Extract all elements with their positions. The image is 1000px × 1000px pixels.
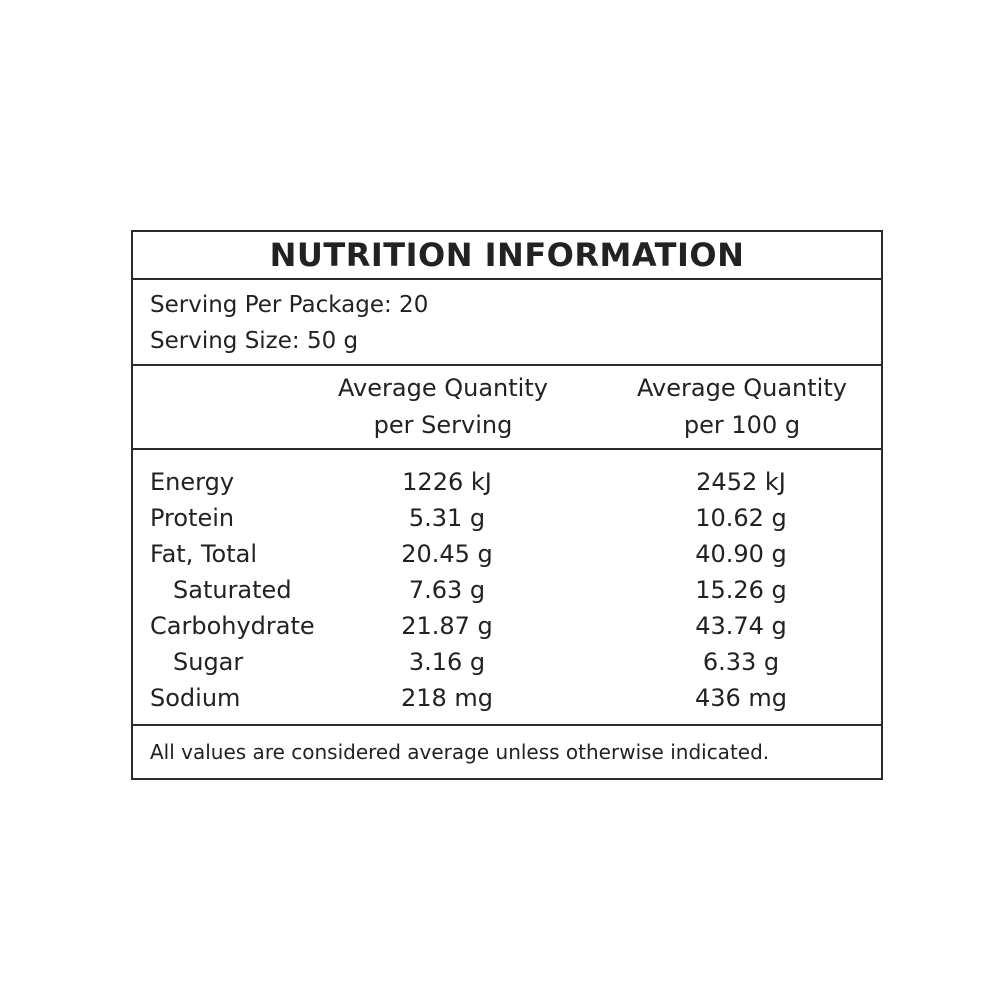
nutrient-table: Energy 1226 kJ 2452 kJ Protein 5.31 g 10… bbox=[133, 450, 881, 726]
per-serving-value: 3.16 g bbox=[408, 648, 486, 676]
nutrient-name: Fat, Total bbox=[150, 540, 258, 568]
panel-title: NUTRITION INFORMATION bbox=[269, 236, 745, 274]
nutrition-information-panel: NUTRITION INFORMATION Serving Per Packag… bbox=[131, 230, 883, 780]
column-header-line: Average Quantity bbox=[338, 374, 548, 402]
nutrient-name: Carbohydrate bbox=[150, 612, 315, 640]
per-serving-value: 218 mg bbox=[400, 684, 494, 712]
nutrient-name: Energy bbox=[150, 468, 235, 496]
column-header-line: per 100 g bbox=[683, 411, 801, 439]
table-row: Energy 1226 kJ 2452 kJ bbox=[133, 464, 881, 500]
per-serving-value: 5.31 g bbox=[408, 504, 486, 532]
serving-info: Serving Per Package: 20 Serving Size: 50… bbox=[133, 280, 881, 366]
column-header-per-serving: Average Quantity per Serving bbox=[308, 370, 578, 444]
table-row: Protein 5.31 g 10.62 g bbox=[133, 500, 881, 536]
per-100g-value: 2452 kJ bbox=[696, 468, 786, 496]
column-header-line: per Serving bbox=[373, 411, 513, 439]
table-row: Saturated 7.63 g 15.26 g bbox=[133, 572, 881, 608]
serving-size: Serving Size: 50 g bbox=[150, 328, 359, 354]
nutrient-name: Sugar bbox=[173, 648, 244, 676]
per-100g-value: 6.33 g bbox=[702, 648, 780, 676]
nutrient-name: Sodium bbox=[150, 684, 241, 712]
column-header-line: Average Quantity bbox=[637, 374, 847, 402]
nutrient-name: Saturated bbox=[173, 576, 292, 604]
per-serving-value: 7.63 g bbox=[408, 576, 486, 604]
table-row: Fat, Total 20.45 g 40.90 g bbox=[133, 536, 881, 572]
column-header-row: Average Quantity per Serving Average Qua… bbox=[133, 366, 881, 450]
title-row: NUTRITION INFORMATION bbox=[133, 232, 881, 280]
nutrient-name: Protein bbox=[150, 504, 235, 532]
footnote: All values are considered average unless… bbox=[150, 740, 770, 764]
per-100g-value: 436 mg bbox=[694, 684, 788, 712]
per-serving-value: 21.87 g bbox=[401, 612, 493, 640]
table-row: Sodium 218 mg 436 mg bbox=[133, 680, 881, 716]
per-serving-value: 1226 kJ bbox=[402, 468, 492, 496]
per-100g-value: 43.74 g bbox=[695, 612, 787, 640]
per-serving-value: 20.45 g bbox=[401, 540, 493, 568]
column-header-per-100g: Average Quantity per 100 g bbox=[607, 370, 877, 444]
serving-per-package: Serving Per Package: 20 bbox=[150, 292, 429, 318]
per-100g-value: 10.62 g bbox=[695, 504, 787, 532]
table-row: Carbohydrate 21.87 g 43.74 g bbox=[133, 608, 881, 644]
per-100g-value: 40.90 g bbox=[695, 540, 787, 568]
table-row: Sugar 3.16 g 6.33 g bbox=[133, 644, 881, 680]
per-100g-value: 15.26 g bbox=[695, 576, 787, 604]
